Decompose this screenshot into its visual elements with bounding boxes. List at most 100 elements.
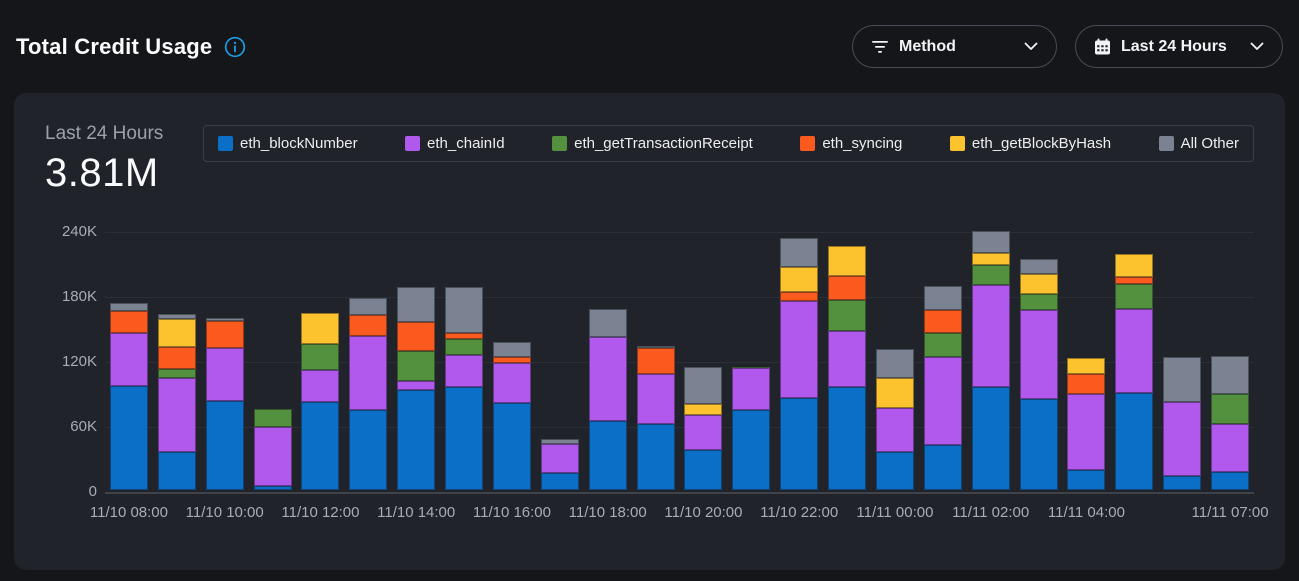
bar-segment[interactable] xyxy=(253,485,292,490)
bar-segment[interactable] xyxy=(301,313,340,344)
bar-11-10-13-00[interactable] xyxy=(349,298,388,490)
bar-segment[interactable] xyxy=(109,303,148,311)
bar-segment[interactable] xyxy=(971,387,1010,490)
bar-11-10-22-00[interactable] xyxy=(780,237,819,490)
bar-11-10-08-00[interactable] xyxy=(109,303,148,490)
bar-segment[interactable] xyxy=(349,409,388,490)
bar-segment[interactable] xyxy=(588,309,627,338)
bar-segment[interactable] xyxy=(349,335,388,410)
bar-segment[interactable] xyxy=(1211,356,1250,395)
bar-segment[interactable] xyxy=(349,298,388,315)
bar-segment[interactable] xyxy=(301,343,340,370)
bar-11-10-17-00[interactable] xyxy=(540,439,579,490)
bar-segment[interactable] xyxy=(397,381,436,390)
legend-item[interactable]: All Other xyxy=(1158,135,1239,152)
bar-segment[interactable] xyxy=(301,369,340,403)
bar-segment[interactable] xyxy=(301,402,340,490)
bar-segment[interactable] xyxy=(923,332,962,358)
bar-segment[interactable] xyxy=(875,377,914,409)
bar-segment[interactable] xyxy=(1211,423,1250,473)
bar-segment[interactable] xyxy=(875,451,914,490)
bar-segment[interactable] xyxy=(828,246,867,276)
bar-11-10-18-00[interactable] xyxy=(588,309,627,490)
bar-segment[interactable] xyxy=(1067,373,1106,395)
bar-11-10-11-00[interactable] xyxy=(253,409,292,490)
bar-segment[interactable] xyxy=(1163,357,1202,403)
bar-11-11-03-00[interactable] xyxy=(1019,258,1058,490)
bar-segment[interactable] xyxy=(445,287,484,334)
bar-segment[interactable] xyxy=(397,389,436,490)
bar-segment[interactable] xyxy=(636,347,675,374)
bar-segment[interactable] xyxy=(923,310,962,333)
bar-segment[interactable] xyxy=(397,321,436,351)
bar-segment[interactable] xyxy=(1067,394,1106,470)
bar-segment[interactable] xyxy=(636,373,675,425)
legend-item[interactable]: eth_syncing xyxy=(800,135,902,152)
bar-segment[interactable] xyxy=(1211,472,1250,490)
bar-segment[interactable] xyxy=(109,310,148,333)
bar-segment[interactable] xyxy=(923,357,962,445)
bar-11-10-10-00[interactable] xyxy=(205,317,244,490)
bar-segment[interactable] xyxy=(780,300,819,398)
bar-11-10-19-00[interactable] xyxy=(636,345,675,490)
bar-segment[interactable] xyxy=(349,314,388,336)
bar-segment[interactable] xyxy=(971,252,1010,266)
bar-segment[interactable] xyxy=(445,333,484,340)
bar-segment[interactable] xyxy=(445,387,484,490)
bar-segment[interactable] xyxy=(828,299,867,332)
bar-segment[interactable] xyxy=(397,286,436,322)
bar-segment[interactable] xyxy=(828,275,867,300)
bar-11-11-07-00[interactable] xyxy=(1211,356,1250,490)
bar-segment[interactable] xyxy=(1115,277,1154,284)
bar-segment[interactable] xyxy=(397,350,436,382)
bar-segment[interactable] xyxy=(253,409,292,428)
bar-11-10-21-00[interactable] xyxy=(732,366,771,490)
bar-segment[interactable] xyxy=(205,348,244,401)
bar-segment[interactable] xyxy=(971,231,1010,253)
bar-segment[interactable] xyxy=(109,386,148,490)
bar-segment[interactable] xyxy=(971,285,1010,388)
bar-segment[interactable] xyxy=(923,444,962,490)
bar-segment[interactable] xyxy=(157,347,196,369)
bar-segment[interactable] xyxy=(780,397,819,490)
bar-segment[interactable] xyxy=(588,421,627,490)
bar-segment[interactable] xyxy=(157,314,196,319)
bar-segment[interactable] xyxy=(1115,309,1154,393)
info-icon[interactable] xyxy=(224,36,246,58)
legend-item[interactable]: eth_getBlockByHash xyxy=(949,135,1111,152)
bar-segment[interactable] xyxy=(157,368,196,378)
bar-11-11-00-00[interactable] xyxy=(875,348,914,490)
bar-segment[interactable] xyxy=(1163,475,1202,490)
bar-segment[interactable] xyxy=(540,473,579,490)
bar-11-11-05-00[interactable] xyxy=(1115,254,1154,490)
bar-11-10-12-00[interactable] xyxy=(301,313,340,490)
bar-segment[interactable] xyxy=(540,443,579,474)
bar-segment[interactable] xyxy=(1163,402,1202,476)
bar-segment[interactable] xyxy=(492,402,531,490)
bar-segment[interactable] xyxy=(684,404,723,416)
bar-segment[interactable] xyxy=(732,366,771,369)
bar-segment[interactable] xyxy=(1115,254,1154,278)
bar-segment[interactable] xyxy=(492,363,531,403)
bar-segment[interactable] xyxy=(684,450,723,490)
bar-segment[interactable] xyxy=(1019,274,1058,294)
bar-segment[interactable] xyxy=(1067,358,1106,374)
bar-segment[interactable] xyxy=(828,331,867,387)
bar-11-11-02-00[interactable] xyxy=(971,231,1010,490)
bar-segment[interactable] xyxy=(732,368,771,410)
bar-11-10-23-00[interactable] xyxy=(828,246,867,490)
bar-segment[interactable] xyxy=(875,348,914,378)
bar-segment[interactable] xyxy=(636,424,675,490)
bar-11-11-01-00[interactable] xyxy=(923,285,962,490)
bar-segment[interactable] xyxy=(732,409,771,490)
bar-segment[interactable] xyxy=(780,237,819,267)
bar-segment[interactable] xyxy=(492,357,531,364)
bar-11-10-09-00[interactable] xyxy=(157,314,196,490)
bar-segment[interactable] xyxy=(205,317,244,322)
bar-segment[interactable] xyxy=(1067,469,1106,490)
bar-segment[interactable] xyxy=(923,285,962,311)
legend-item[interactable]: eth_chainId xyxy=(405,135,505,152)
bar-segment[interactable] xyxy=(540,439,579,444)
bar-segment[interactable] xyxy=(253,427,292,486)
bar-segment[interactable] xyxy=(492,342,531,358)
